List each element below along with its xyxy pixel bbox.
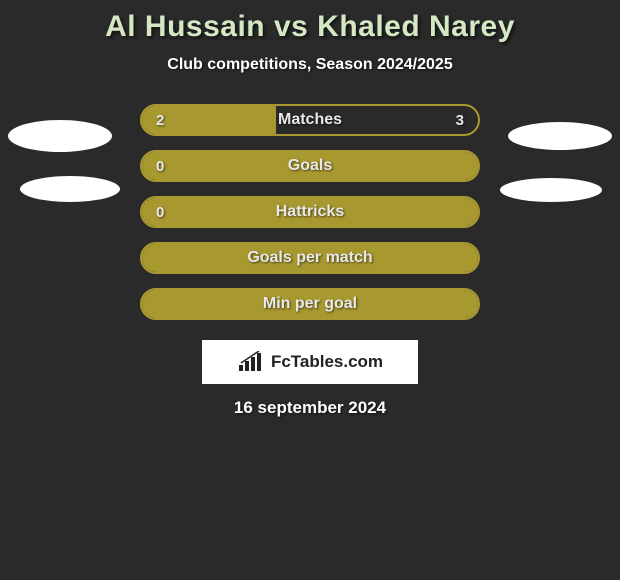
stat-row-hattricks: 0 Hattricks	[140, 196, 480, 228]
stat-row-goals-per-match: Goals per match	[140, 242, 480, 274]
stat-label: Matches	[142, 111, 478, 129]
stat-label: Hattricks	[142, 203, 478, 221]
stat-row-goals: 0 Goals	[140, 150, 480, 182]
date-text: 16 september 2024	[0, 398, 620, 418]
logo-box: FcTables.com	[202, 340, 418, 384]
page-title: Al Hussain vs Khaled Narey	[0, 10, 620, 44]
avatar-right-2	[500, 178, 602, 202]
avatar-left-1	[8, 120, 112, 152]
subtitle: Club competitions, Season 2024/2025	[0, 56, 620, 74]
stat-label: Goals per match	[142, 249, 478, 267]
avatar-left-2	[20, 176, 120, 202]
chart-icon	[237, 351, 265, 373]
stat-label: Goals	[142, 157, 478, 175]
stat-row-matches: 2 Matches 3	[140, 104, 480, 136]
logo-text: FcTables.com	[271, 352, 383, 372]
stat-label: Min per goal	[142, 295, 478, 313]
stat-value-right: 3	[456, 112, 464, 129]
avatar-right-1	[508, 122, 612, 150]
stat-row-min-per-goal: Min per goal	[140, 288, 480, 320]
